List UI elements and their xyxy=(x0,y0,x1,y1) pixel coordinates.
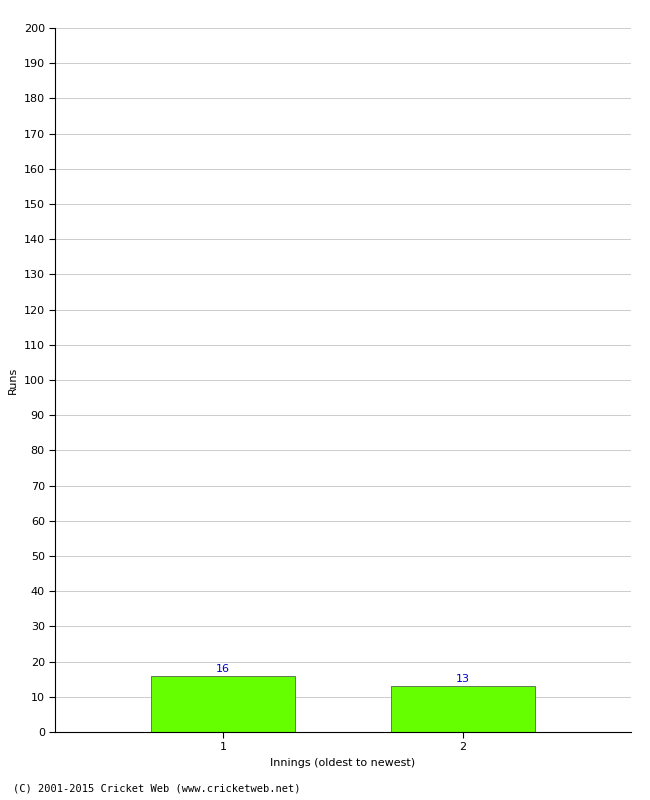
Bar xyxy=(151,676,295,732)
X-axis label: Innings (oldest to newest): Innings (oldest to newest) xyxy=(270,758,415,768)
Y-axis label: Runs: Runs xyxy=(8,366,18,394)
Bar xyxy=(391,686,534,732)
Text: (C) 2001-2015 Cricket Web (www.cricketweb.net): (C) 2001-2015 Cricket Web (www.cricketwe… xyxy=(13,784,300,794)
Text: 16: 16 xyxy=(216,664,230,674)
Text: 13: 13 xyxy=(456,674,470,685)
